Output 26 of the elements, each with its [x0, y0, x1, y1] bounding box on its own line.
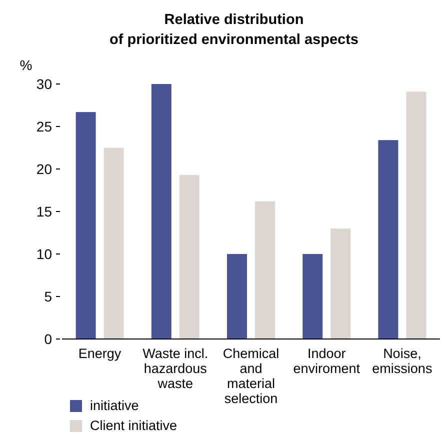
- y-tick-label: 30: [36, 76, 52, 92]
- bar: [302, 254, 323, 339]
- y-tick-label: 20: [36, 160, 52, 177]
- bar: [227, 254, 247, 339]
- legend-label: Client initiative: [90, 418, 178, 433]
- bar: [179, 174, 200, 339]
- x-tick-label: Noise, emissions: [372, 346, 432, 376]
- x-tick-label: Energy: [78, 346, 122, 361]
- legend-label: initiative: [90, 398, 139, 413]
- x-tick-label: Chemical and material selection: [222, 346, 280, 406]
- bar: [406, 92, 426, 339]
- y-tick-label: 5: [44, 288, 52, 304]
- y-tick-label: 15: [36, 203, 52, 220]
- bar: [151, 84, 172, 339]
- y-tick-label: 10: [36, 246, 52, 262]
- y-tick-label: 0: [44, 330, 52, 347]
- bar: [330, 228, 351, 339]
- bar: [76, 112, 96, 339]
- chart-title: Relative distribution of prioritized environmental aspects: [110, 12, 358, 48]
- bar: [255, 201, 275, 339]
- x-tick-label: Waste incl. hazardous waste: [142, 346, 208, 391]
- bar: [378, 140, 398, 339]
- bar: [104, 148, 124, 339]
- y-axis-title: %: [20, 57, 32, 73]
- x-tick-label: Indoor enviroment: [293, 346, 360, 376]
- y-tick-label: 25: [36, 118, 52, 134]
